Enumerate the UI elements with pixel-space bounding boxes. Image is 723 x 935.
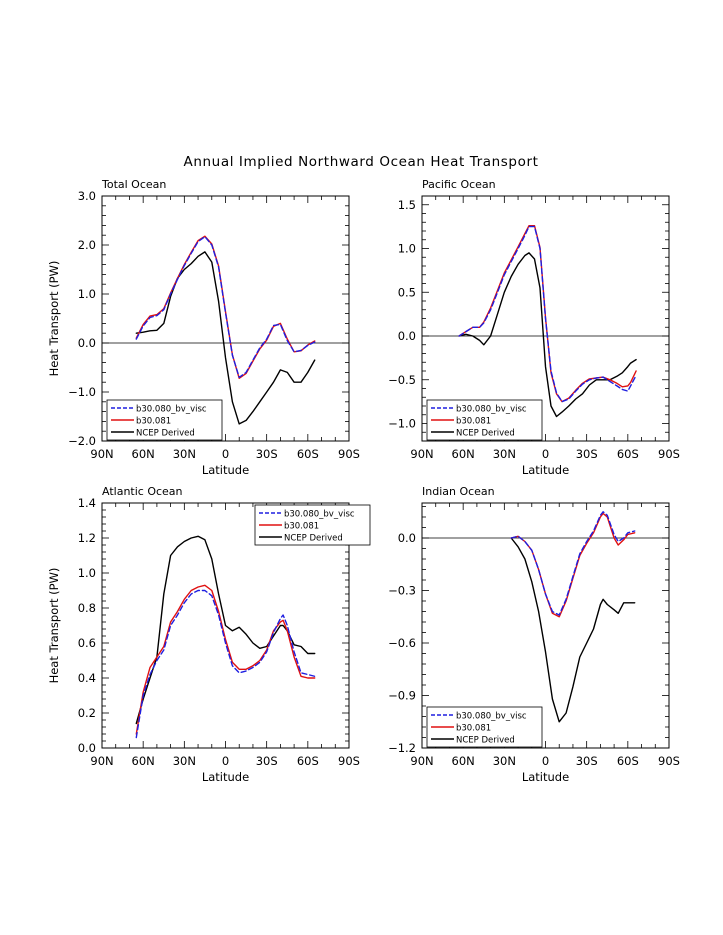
y-tick-label: 1.0 (78, 566, 96, 580)
x-tick-label: 30S (576, 754, 598, 768)
x-tick-label: 0 (542, 754, 549, 768)
y-tick-label: −1.2 (388, 741, 416, 755)
y-tick-label: 0.6 (78, 636, 96, 650)
x-tick-label: 90S (658, 447, 680, 461)
series-line-b30-080-bv-visc (135, 589, 316, 739)
indian-ocean-panel: 90N 60N 30N 0 30S 60S 90S −1.2 −0.9 −0.6 −0.3 0.0 In… (388, 485, 680, 784)
chart-panels: 90N 60N 30N 0 30S 60S 90S −2.0 −1.0 0.0 1.0 2.0 3.0 T… (47, 178, 680, 784)
y-tick-label: 1.0 (78, 287, 96, 301)
atlantic-ocean-title: Atlantic Ocean (102, 485, 183, 498)
x-tick-label: 30S (576, 447, 598, 461)
x-tick-label: 60S (617, 754, 639, 768)
series-line-ncep-derived (458, 252, 637, 418)
y-tick-label: −0.5 (388, 373, 416, 387)
x-tick-label: 60N (452, 754, 475, 768)
y-tick-label: −0.3 (388, 584, 416, 598)
x-tick-label: 60N (132, 754, 155, 768)
x-axis-label: Latitude (202, 463, 249, 477)
x-tick-label: 60N (132, 447, 155, 461)
y-tick-label: 1.2 (78, 531, 96, 545)
series-line-ncep-derived (135, 251, 316, 425)
x-axis-label: Latitude (522, 770, 569, 784)
series-line-b30-080-bv-visc (135, 235, 316, 378)
x-tick-label: 0 (222, 754, 229, 768)
legend-label: b30.081 (284, 522, 319, 532)
series-line-b30-081 (135, 584, 316, 735)
series-line-b30-080-bv-visc (458, 225, 637, 403)
x-tick-label: 60N (452, 447, 475, 461)
x-tick-label: 90S (658, 754, 680, 768)
legend-label: NCEP Derived (136, 429, 195, 439)
pacific-ocean-panel: 90N 60N 30N 0 30S 60S 90S −1.0 −0.5 0.0 0.5 1.0 1.5 P… (388, 178, 680, 477)
series-line-ncep-derived (510, 537, 636, 723)
y-tick-label: 0.5 (398, 285, 416, 299)
x-tick-label: 0 (542, 447, 549, 461)
y-tick-label: −1.0 (68, 385, 96, 399)
legend-label: b30.080_bv_visc (284, 510, 355, 520)
pacific-ocean-legend: b30.080_bv_visc b30.081 NCEP Derived (426, 399, 543, 441)
y-tick-label: 0.0 (398, 329, 416, 343)
x-tick-label: 90N (410, 754, 433, 768)
y-tick-label: 3.0 (78, 189, 96, 203)
indian-ocean-title: Indian Ocean (422, 485, 495, 498)
legend-label: NCEP Derived (284, 534, 343, 544)
x-tick-label: 30N (173, 754, 196, 768)
pacific-ocean-title: Pacific Ocean (422, 178, 496, 191)
legend-label: b30.081 (456, 724, 491, 734)
atlantic-ocean-legend: b30.080_bv_visc b30.081 NCEP Derived (254, 504, 371, 546)
x-tick-label: 90N (90, 754, 113, 768)
y-tick-label: 0.4 (78, 671, 96, 685)
x-tick-label: 90N (410, 447, 433, 461)
series-line-b30-080-bv-visc (510, 511, 636, 616)
x-tick-label: 30N (493, 447, 516, 461)
y-axis-label: Heat Transport (PW) (47, 568, 61, 684)
y-tick-label: 1.4 (78, 496, 96, 510)
y-tick-label: 0.0 (78, 336, 96, 350)
x-tick-label: 90S (338, 754, 360, 768)
figure-title: Annual Implied Northward Ocean Heat Tran… (184, 154, 539, 170)
atlantic-ocean-panel: 90N 60N 30N 0 30S 60S 90S 0.0 0.2 0.4 0.6 0.8 1.0 1.2… (47, 485, 371, 784)
y-tick-label: 0.8 (78, 601, 96, 615)
x-tick-label: 30N (493, 754, 516, 768)
y-axis-label: Heat Transport (PW) (47, 261, 61, 377)
indian-ocean-legend: b30.080_bv_visc b30.081 NCEP Derived (426, 706, 543, 748)
total-ocean-legend: b30.080_bv_visc b30.081 NCEP Derived (106, 399, 223, 441)
y-tick-label: −2.0 (68, 434, 96, 448)
y-tick-label: 0.0 (78, 741, 96, 755)
legend-label: b30.080_bv_visc (456, 712, 527, 722)
y-tick-label: −0.9 (388, 689, 416, 703)
x-tick-label: 0 (222, 447, 229, 461)
legend-label: NCEP Derived (456, 429, 515, 439)
y-tick-label: 0.2 (78, 706, 96, 720)
x-tick-label: 30N (173, 447, 196, 461)
x-tick-label: 30S (256, 447, 278, 461)
y-tick-label: 1.0 (398, 242, 416, 256)
legend-label: NCEP Derived (456, 736, 515, 746)
legend-label: b30.080_bv_visc (136, 405, 207, 415)
x-axis-label: Latitude (522, 463, 569, 477)
total-ocean-panel: 90N 60N 30N 0 30S 60S 90S −2.0 −1.0 0.0 1.0 2.0 3.0 T… (47, 178, 360, 477)
x-tick-label: 30S (256, 754, 278, 768)
x-axis-label: Latitude (202, 770, 249, 784)
series-line-ncep-derived (135, 535, 316, 725)
y-tick-label: 0.0 (398, 531, 416, 545)
x-tick-label: 90S (338, 447, 360, 461)
x-tick-label: 60S (297, 754, 319, 768)
legend-label: b30.080_bv_visc (456, 405, 527, 415)
x-tick-label: 60S (617, 447, 639, 461)
legend-label: b30.081 (456, 417, 491, 427)
y-tick-label: −0.6 (388, 636, 416, 650)
legend-label: b30.081 (136, 417, 171, 427)
y-tick-label: −1.0 (388, 417, 416, 431)
x-tick-label: 60S (297, 447, 319, 461)
total-ocean-title: Total Ocean (101, 178, 166, 191)
x-tick-label: 90N (90, 447, 113, 461)
y-tick-label: 2.0 (78, 238, 96, 252)
y-tick-label: 1.5 (398, 198, 416, 212)
